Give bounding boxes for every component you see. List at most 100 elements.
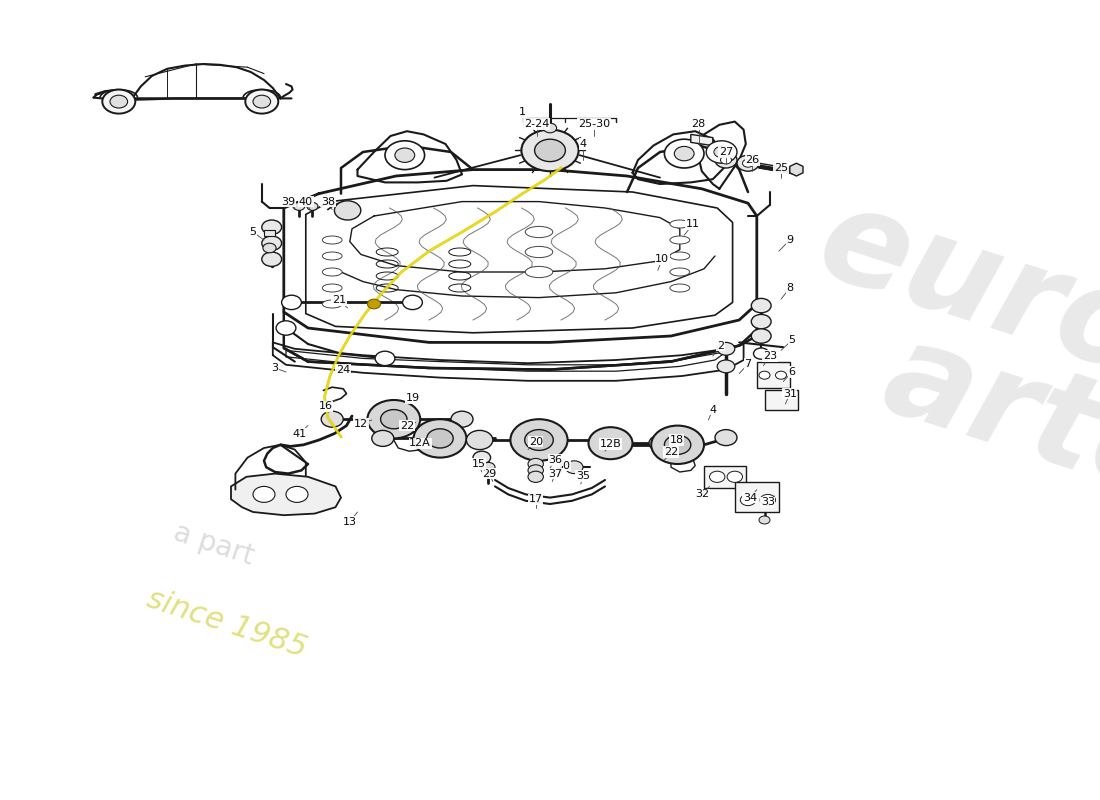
Text: 28: 28 <box>692 119 705 129</box>
Text: 38: 38 <box>321 197 334 206</box>
Circle shape <box>754 348 769 359</box>
Text: 5: 5 <box>789 335 795 345</box>
Polygon shape <box>691 134 713 146</box>
Circle shape <box>759 371 770 379</box>
Circle shape <box>706 141 737 163</box>
Circle shape <box>372 430 394 446</box>
Text: 34: 34 <box>744 493 757 502</box>
Circle shape <box>776 371 786 379</box>
Text: 8: 8 <box>786 283 793 293</box>
Circle shape <box>294 202 305 210</box>
Text: 3: 3 <box>272 363 278 373</box>
Circle shape <box>588 427 632 459</box>
Circle shape <box>651 426 704 464</box>
Text: 12B: 12B <box>600 439 621 449</box>
Circle shape <box>245 90 278 114</box>
Circle shape <box>253 486 275 502</box>
Text: 1: 1 <box>519 107 526 117</box>
Circle shape <box>466 430 493 450</box>
Text: 12A: 12A <box>409 438 431 448</box>
Circle shape <box>395 148 415 162</box>
Text: 21: 21 <box>332 295 345 305</box>
Circle shape <box>381 410 407 429</box>
Ellipse shape <box>322 284 342 292</box>
Text: 2: 2 <box>717 341 724 350</box>
Circle shape <box>759 516 770 524</box>
Text: 25-30: 25-30 <box>578 119 610 129</box>
Text: 27: 27 <box>719 147 733 157</box>
Text: 41: 41 <box>293 429 306 438</box>
Circle shape <box>543 123 557 133</box>
Bar <box>735 482 779 512</box>
Circle shape <box>262 220 282 234</box>
Text: 9: 9 <box>786 235 793 245</box>
Text: a part: a part <box>170 518 258 570</box>
Ellipse shape <box>670 252 690 260</box>
Circle shape <box>565 461 583 474</box>
Text: 5: 5 <box>250 227 256 237</box>
Circle shape <box>528 465 543 476</box>
Circle shape <box>263 243 276 253</box>
Ellipse shape <box>526 226 552 238</box>
Circle shape <box>286 486 308 502</box>
Circle shape <box>737 155 759 171</box>
Circle shape <box>760 494 775 506</box>
Bar <box>704 466 746 488</box>
Text: 7: 7 <box>745 359 751 369</box>
Circle shape <box>451 411 473 427</box>
Text: 10: 10 <box>656 254 669 264</box>
Text: 22: 22 <box>400 421 414 430</box>
Circle shape <box>262 236 282 250</box>
Text: 35: 35 <box>576 471 590 481</box>
Circle shape <box>321 411 343 427</box>
Text: 4: 4 <box>580 139 586 149</box>
Ellipse shape <box>670 236 690 244</box>
Circle shape <box>367 299 381 309</box>
Circle shape <box>674 146 694 161</box>
Circle shape <box>521 130 579 171</box>
Text: 32: 32 <box>695 490 708 499</box>
Circle shape <box>510 419 568 461</box>
Text: artes: artes <box>869 312 1100 552</box>
Ellipse shape <box>322 252 342 260</box>
Ellipse shape <box>322 300 342 308</box>
Text: 16: 16 <box>319 402 332 411</box>
Circle shape <box>102 90 135 114</box>
Ellipse shape <box>670 220 690 228</box>
Circle shape <box>528 458 543 470</box>
Text: 37: 37 <box>549 469 562 478</box>
Circle shape <box>414 419 466 458</box>
Text: 30: 30 <box>557 461 570 470</box>
Circle shape <box>276 321 296 335</box>
Text: 17: 17 <box>529 494 542 504</box>
Circle shape <box>535 139 565 162</box>
Circle shape <box>528 471 543 482</box>
Text: 19: 19 <box>406 394 419 403</box>
Bar <box>757 362 790 388</box>
Circle shape <box>427 429 453 448</box>
Circle shape <box>375 351 395 366</box>
Circle shape <box>710 471 725 482</box>
Circle shape <box>649 435 671 451</box>
Text: 40: 40 <box>299 197 312 206</box>
Text: 18: 18 <box>670 435 683 445</box>
Ellipse shape <box>670 284 690 292</box>
Text: 13: 13 <box>343 517 356 526</box>
Circle shape <box>742 159 754 167</box>
Ellipse shape <box>322 268 342 276</box>
Text: 29: 29 <box>483 469 496 478</box>
Circle shape <box>751 329 771 343</box>
Circle shape <box>751 314 771 329</box>
Text: 25: 25 <box>774 163 788 173</box>
Circle shape <box>262 252 282 266</box>
Circle shape <box>473 451 491 464</box>
Circle shape <box>110 95 128 108</box>
Text: europ: europ <box>803 177 1100 431</box>
Circle shape <box>664 139 704 168</box>
Text: 31: 31 <box>783 389 796 398</box>
Circle shape <box>334 201 361 220</box>
Circle shape <box>590 430 616 450</box>
Text: 2-24: 2-24 <box>524 119 550 129</box>
Circle shape <box>664 435 691 454</box>
Circle shape <box>720 156 732 164</box>
